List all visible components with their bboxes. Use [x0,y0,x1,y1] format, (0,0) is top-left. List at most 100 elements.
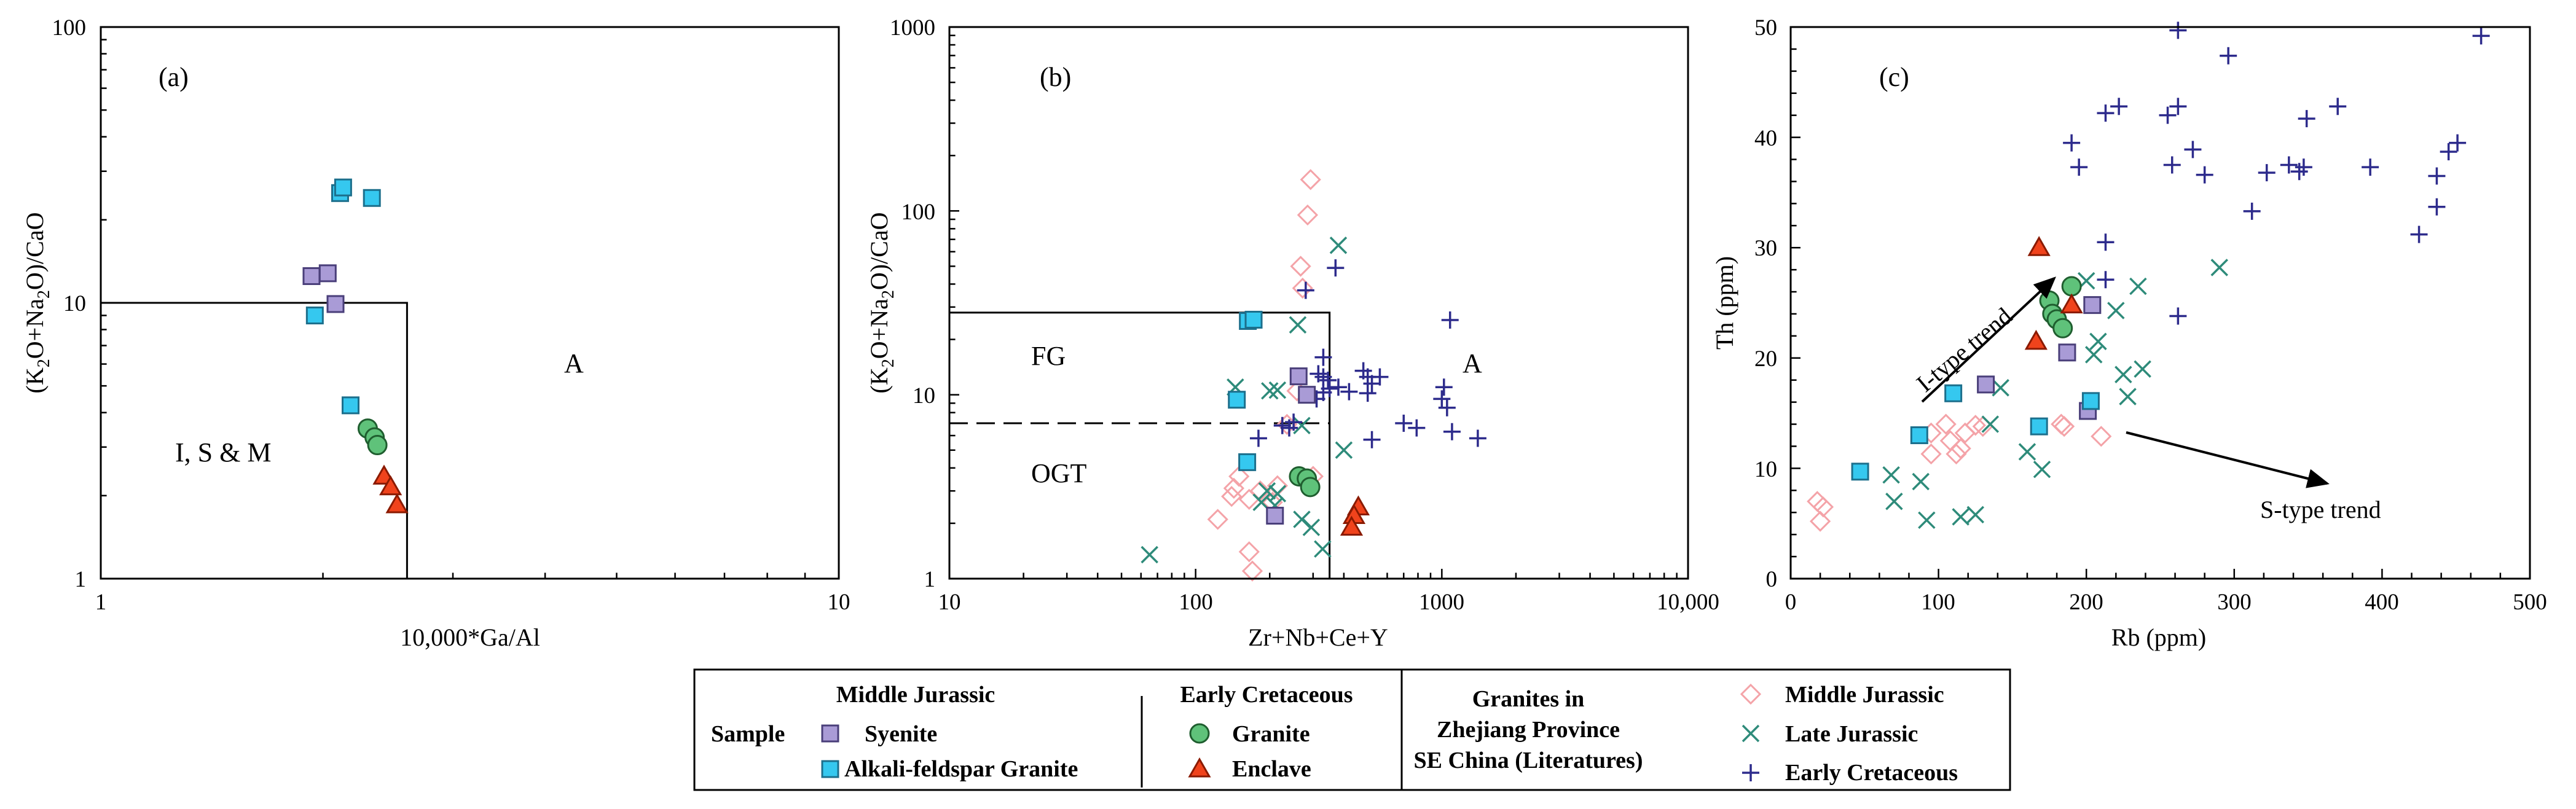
point-middle-jurassic [2091,426,2112,447]
legend-middle-jurassic-label: Middle Jurassic [1785,682,1944,708]
panel-c-label: (c) [1879,62,1909,92]
legend: Sample Middle Jurassic Syenite Alkali-fe… [693,668,2011,791]
panel-b-ytick-10: 10 [913,383,935,408]
panel-c-ytick-50: 50 [1754,15,1777,41]
panel-a: (a) I, S & M A 1 10 1 10 100 10,000*Ga/A… [21,15,850,651]
point-early-cretaceous [2220,47,2237,64]
panel-b-field-a: A [1463,348,1482,378]
panel-c-xtick-500: 500 [2513,590,2547,615]
point-middle-jurassic [1807,491,1828,512]
point-middle-jurassic [1228,466,1250,487]
point-syenite [1977,375,1995,394]
legend-lit-title-1: Granites in [1472,686,1585,712]
point-middle-jurassic [1812,496,1834,518]
point-early-cretaceous [1363,431,1381,448]
point-alkali-feldspar-granite [341,396,359,415]
legend-alkali-granite-symbol [821,760,839,778]
panel-b-field-boundary [949,311,1331,579]
legend-frame [693,668,2011,791]
panel-a-xtick-1: 1 [95,590,107,615]
legend-syenite-symbol [821,724,839,743]
point-late-jurassic [2018,443,2036,461]
point-syenite [1266,507,1284,525]
point-late-jurassic [1918,511,1936,530]
point-early-cretaceous [1408,419,1426,437]
legend-granite-marker [1189,723,1210,744]
point-alkali-feldspar-granite [1851,463,1869,481]
point-early-cretaceous [2410,225,2428,243]
point-early-cretaceous [1273,416,1291,434]
point-early-cretaceous [2449,134,2467,152]
legend-granite-label: Granite [1232,721,1310,747]
panel-b-points [1141,169,1486,582]
point-granite [1300,477,1321,498]
point-late-jurassic [2210,259,2228,276]
point-syenite [1298,386,1316,404]
point-syenite [318,264,337,283]
i-type-trend-label: I-type trend [1911,302,2017,397]
panel-a-boundary-line [101,302,408,579]
panel-c-ytick-30: 30 [1754,236,1777,261]
point-early-cretaceous [2196,166,2213,184]
point-early-cretaceous [1441,311,1459,329]
point-early-cretaceous [1443,423,1461,440]
panel-b-label: (b) [1040,62,1071,92]
point-early-cretaceous [2063,134,2081,152]
point-alkali-feldspar-granite [2081,392,2100,410]
panel-a-xlabel: 10,000*Ga/Al [400,623,540,651]
panel-c-xtick-400: 400 [2365,590,2399,615]
point-early-cretaceous [2258,164,2276,182]
point-enclave [379,475,402,496]
point-middle-jurassic [1238,488,1260,510]
point-early-cretaceous [1433,390,1451,408]
legend-middle-jurassic-marker [1740,683,1762,705]
point-granite [2061,276,2082,297]
legend-late-jurassic-symbol [1742,724,1760,743]
panel-a-ytick-1: 1 [75,567,87,592]
point-alkali-feldspar-granite [305,307,324,325]
panel-b-ytick-100: 100 [901,200,936,225]
point-middle-jurassic [1290,256,1311,277]
point-late-jurassic [1966,506,1984,524]
legend-late-jurassic-marker [1742,724,1760,743]
panel-a-field-ism: I, S & M [175,437,271,467]
point-middle-jurassic [2051,413,2072,435]
point-syenite [1289,367,1308,386]
panel-c-xtick-100: 100 [1921,590,1955,615]
point-late-jurassic [1293,416,1311,435]
point-early-cretaceous [2159,106,2177,124]
point-granite [2052,318,2073,338]
point-early-cretaceous [1321,380,1338,397]
point-early-cretaceous [2295,158,2312,176]
legend-enclave-label: Enclave [1232,756,1311,782]
panel-c-frame [1789,26,2531,580]
point-late-jurassic [1992,379,2009,397]
point-syenite [2083,296,2102,315]
point-middle-jurassic [1920,443,1942,465]
point-early-cretaceous [2110,98,2128,115]
panel-a-ytick-100: 100 [52,15,87,41]
point-late-jurassic [2134,360,2151,378]
point-early-cretaceous [2097,233,2115,251]
point-late-jurassic [1268,381,1287,399]
point-early-cretaceous [2243,202,2261,220]
point-syenite [2058,343,2076,362]
legend-group1-title: Middle Jurassic [836,682,995,708]
legend-early-cretaceous-symbol [1742,764,1759,781]
panel-b-xtick-100: 100 [1179,590,1213,615]
point-late-jurassic [1141,545,1158,564]
point-early-cretaceous [2169,307,2187,325]
point-early-cretaceous [2280,156,2298,174]
point-early-cretaceous [1327,259,1345,277]
panel-a-xtick-10: 10 [828,590,850,615]
point-early-cretaceous [2184,141,2202,158]
panel-c-xlabel: Rb (ppm) [2111,623,2206,651]
panel-b-xlabel: Zr+Nb+Ce+Y [1248,623,1388,651]
point-enclave [2060,293,2083,314]
point-middle-jurassic [1809,510,1831,532]
panel-b-ytick-1: 1 [924,567,936,592]
point-late-jurassic [1314,540,1332,558]
legend-enclave-symbol [1188,757,1211,778]
point-middle-jurassic [1297,204,1319,226]
